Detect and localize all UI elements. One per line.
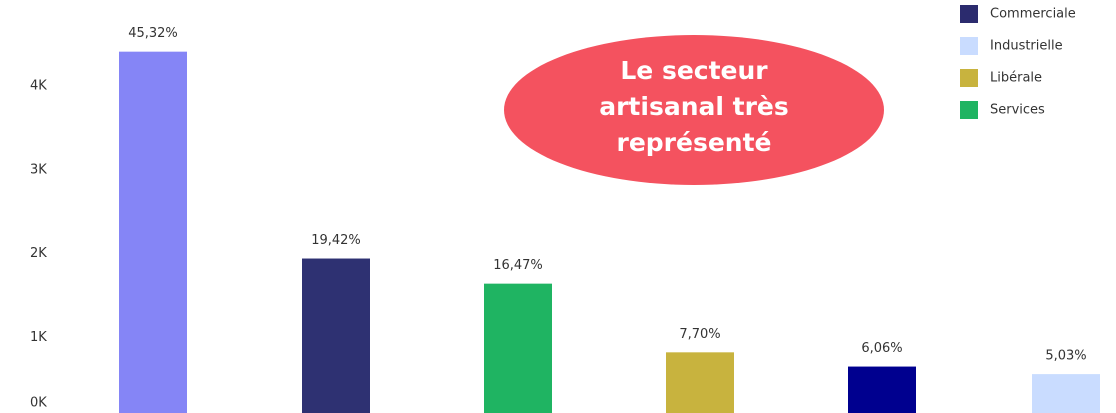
legend-label: Industrielle xyxy=(990,39,1063,54)
legend-label: Commerciale xyxy=(990,7,1076,22)
y-tick-label: 3K xyxy=(30,162,47,177)
bar xyxy=(302,258,370,413)
data-label: 16,47% xyxy=(493,258,543,273)
data-label: 7,70% xyxy=(679,327,720,342)
y-tick-label: 0K xyxy=(30,396,47,411)
bar xyxy=(1032,374,1100,413)
annotation-text: Le secteur xyxy=(620,56,768,85)
data-label: 6,06% xyxy=(861,341,902,356)
y-tick-label: 1K xyxy=(30,330,47,345)
legend-swatch xyxy=(960,69,978,87)
y-tick-label: 4K xyxy=(30,79,47,94)
legend-swatch xyxy=(960,37,978,55)
bar xyxy=(666,352,734,413)
data-label: 19,42% xyxy=(311,233,361,248)
legend-label: Libérale xyxy=(990,71,1042,86)
annotation-text: représenté xyxy=(616,128,771,157)
y-tick-label: 2K xyxy=(30,246,47,261)
legend-swatch xyxy=(960,101,978,119)
bar xyxy=(484,283,552,413)
data-label: 5,03% xyxy=(1045,349,1086,364)
bar xyxy=(119,51,187,413)
annotation-text: artisanal très xyxy=(599,92,789,121)
bar xyxy=(848,366,916,413)
data-label: 45,32% xyxy=(128,26,178,41)
legend-label: Services xyxy=(990,103,1045,118)
legend-swatch xyxy=(960,5,978,23)
annotation-bubble xyxy=(504,35,884,185)
